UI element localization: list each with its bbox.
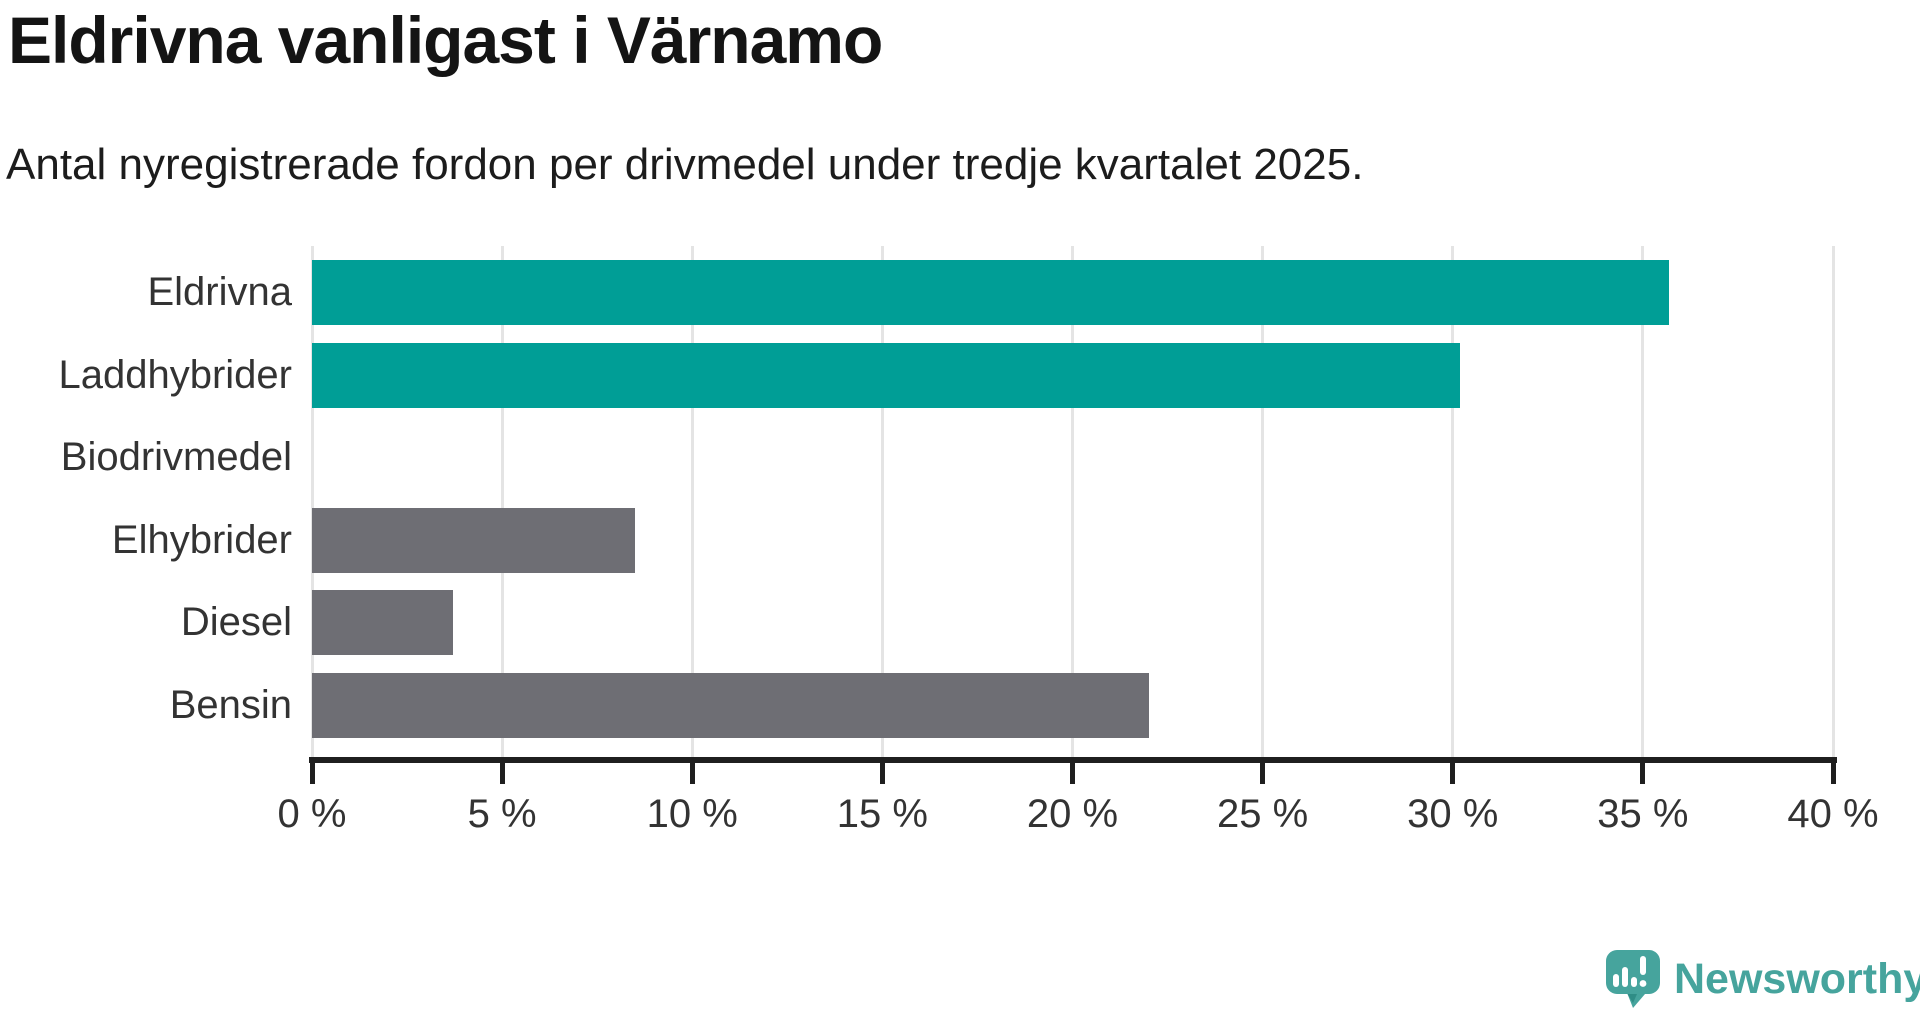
x-tick-5 [499,763,505,784]
newsworthy-logo-text: Newsworthy [1674,954,1920,1003]
x-tick-label: 10 % [646,792,738,836]
logo-bar-2 [1622,967,1628,987]
bar-laddhybrider [312,342,1461,408]
gridline-5 [500,246,504,757]
x-tick-15 [879,763,885,784]
gridline-15 [880,246,884,757]
x-tick-30 [1450,763,1456,784]
category-label: Bensin [169,683,292,727]
x-tick-label: 25 % [1217,792,1309,836]
x-tick-40 [1830,763,1836,784]
gridline-35 [1641,246,1645,757]
x-axis-line [309,757,1837,763]
chart-subtitle: Antal nyregistrerade fordon per drivmede… [6,140,1364,189]
gridline-30 [1451,246,1455,757]
gridline-40 [1831,246,1835,757]
x-tick-10 [689,763,695,784]
bar-eldrivna [312,260,1670,325]
category-label: Elhybrider [111,517,292,562]
x-tick-label: 0 % [277,792,347,836]
x-tick-0 [309,763,315,784]
x-tick-label: 30 % [1407,792,1499,836]
bar-diesel [312,590,453,656]
x-tick-label: 15 % [836,792,928,836]
gridline-20 [1071,246,1074,757]
logo-bar-3 [1631,977,1637,987]
x-tick-label: 35 % [1597,792,1689,836]
bar-bensin [312,673,1149,738]
category-label: Biodrivmedel [60,435,292,480]
logo-bar-1 [1613,974,1619,987]
x-tick-35 [1640,763,1646,784]
bar-elhybrider [312,507,636,573]
chart-title: Eldrivna vanligast i Värnamo [8,3,883,77]
logo-exclamation-stem [1640,956,1646,975]
x-tick-25 [1260,763,1266,784]
logo-exclamation-dot [1639,980,1647,987]
newsworthy-logo-icon [1606,950,1660,1008]
newsworthy-logo: Newsworthy [1606,950,1920,1008]
gridline-25 [1261,246,1265,757]
category-label: Eldrivna [147,270,292,314]
category-label: Laddhybrider [58,352,293,397]
x-tick-label: 20 % [1026,792,1119,836]
x-tick-label: 40 % [1787,792,1879,836]
x-tick-label: 5 % [467,792,537,836]
gridline-10 [690,246,694,757]
x-tick-20 [1070,763,1075,784]
category-label: Diesel [180,600,292,645]
gridline-0 [310,246,314,757]
